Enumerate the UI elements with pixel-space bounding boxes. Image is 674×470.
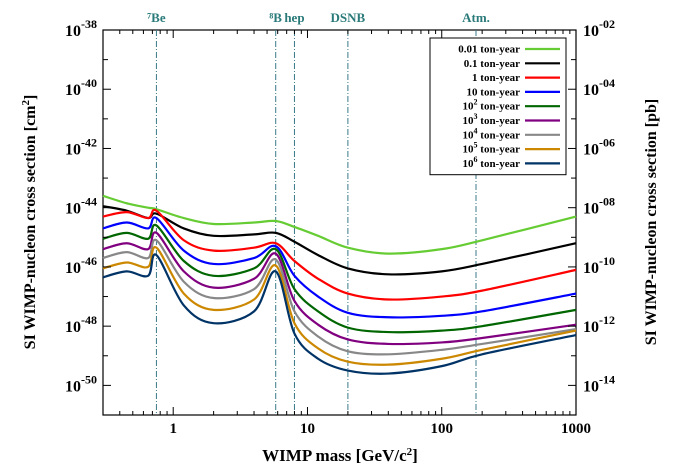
legend-label: 10 ton-year <box>467 86 521 98</box>
series-line <box>102 238 577 356</box>
x-tick-label: 1 <box>169 421 177 437</box>
y-tick-label-left: 10-44 <box>65 195 97 218</box>
y-tick-label-left: 10-42 <box>65 135 97 158</box>
series-line <box>102 216 577 319</box>
legend-label: 106 ton-year <box>463 155 521 170</box>
legend-label: 102 ton-year <box>463 98 521 113</box>
y-tick-label-right: 10-12 <box>583 313 615 336</box>
neutrino-label: DSNB <box>331 10 366 25</box>
series-line <box>102 223 577 334</box>
series-line <box>102 208 577 301</box>
neutrino-label: Atm. <box>462 10 490 25</box>
y-tick-label-right: 10-14 <box>583 372 615 395</box>
x-tick-label: 100 <box>430 421 453 437</box>
y-axis-title-right: SI WIMP-nucleon cross section [pb] <box>643 99 660 346</box>
legend-label: 0.01 ton-year <box>458 44 520 56</box>
x-axis-title: WIMP mass [GeV/c2] <box>262 446 418 465</box>
x-tick-label: 1000 <box>561 421 591 437</box>
series-line <box>102 194 577 255</box>
neutrino-label: ⁸B <box>269 10 282 25</box>
series-line <box>102 246 577 366</box>
y-tick-label-left: 10-40 <box>65 76 97 99</box>
y-tick-label-right: 10-04 <box>583 76 615 99</box>
y-tick-label-left: 10-46 <box>65 254 97 277</box>
y-tick-label-right: 10-02 <box>583 17 615 40</box>
x-tick-label: 10 <box>300 421 315 437</box>
y-tick-label-right: 10-10 <box>583 254 615 277</box>
y-tick-label-left: 10-50 <box>65 372 97 395</box>
legend-label: 1 ton-year <box>472 72 520 84</box>
y-tick-label-left: 10-48 <box>65 313 97 336</box>
y-axis-title-left: SI WIMP-nucleon cross section [cm2] <box>20 95 39 350</box>
neutrino-label: ⁷Be <box>147 10 166 25</box>
legend-label: 103 ton-year <box>463 112 521 127</box>
legend-label: 0.1 ton-year <box>464 58 520 70</box>
legend-label: 104 ton-year <box>463 126 521 141</box>
y-tick-label-left: 10-38 <box>65 17 97 40</box>
series-line <box>102 253 577 375</box>
legend-label: 105 ton-year <box>463 141 521 156</box>
y-tick-label-right: 10-06 <box>583 135 615 158</box>
y-tick-label-right: 10-08 <box>583 195 615 218</box>
neutrino-label: hep <box>284 10 304 25</box>
series-line <box>102 231 577 346</box>
plot-frame <box>102 29 577 416</box>
